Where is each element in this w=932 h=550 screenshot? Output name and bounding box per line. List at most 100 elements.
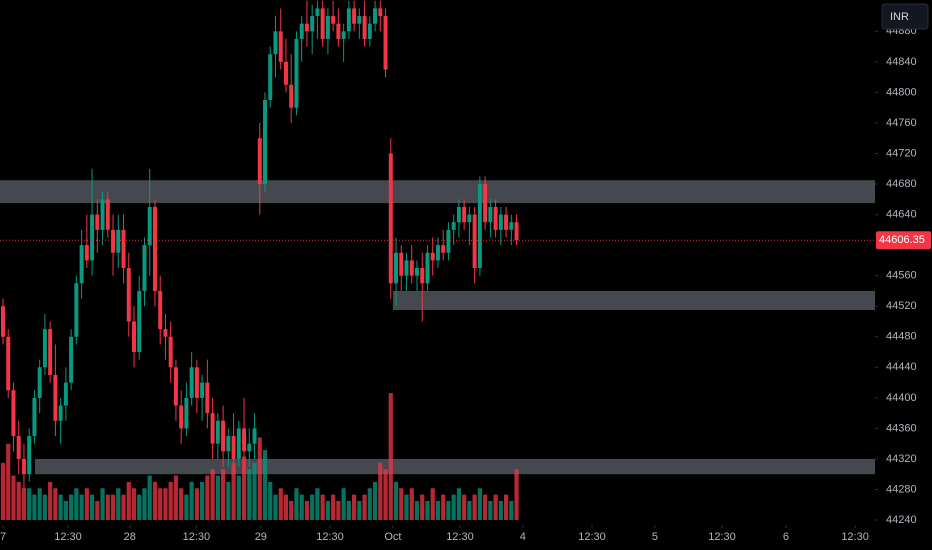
- volume-bar: [200, 481, 205, 520]
- x-tick-label: 12:30: [316, 531, 344, 543]
- candle-body: [11, 390, 16, 437]
- candle-body: [441, 245, 446, 253]
- volume-bar: [48, 481, 53, 520]
- candle-body: [320, 8, 325, 39]
- candle-body: [152, 206, 157, 291]
- y-tick-label: 44360: [886, 422, 917, 434]
- candle-body: [310, 16, 315, 32]
- volume-bar: [257, 437, 262, 520]
- volume-bar: [273, 494, 278, 520]
- x-tick-label: 12:30: [578, 531, 606, 543]
- volume-bar: [393, 481, 399, 520]
- candle-body: [493, 206, 498, 230]
- candle-body: [341, 31, 346, 39]
- candle-body: [27, 436, 32, 475]
- volume-bar: [362, 494, 367, 520]
- volume-bar: [346, 500, 351, 520]
- y-tick-label: 44400: [886, 392, 917, 404]
- y-tick-label: 44560: [886, 270, 917, 282]
- candle-body: [373, 8, 378, 24]
- candle-body: [205, 382, 210, 414]
- volume-bar: [383, 469, 388, 520]
- candle-body: [346, 8, 351, 32]
- candle-body: [189, 367, 194, 398]
- volume-bar: [320, 494, 325, 520]
- volume-bar: [100, 488, 105, 520]
- x-tick-label: 12:30: [446, 531, 474, 543]
- volume-bar: [289, 500, 294, 520]
- volume-bar: [32, 494, 37, 520]
- volume-bar: [498, 500, 503, 520]
- candle-body: [430, 252, 435, 261]
- candle-body: [509, 222, 514, 230]
- candle-body: [58, 405, 63, 421]
- y-tick-label: 44240: [886, 514, 917, 526]
- volume-bar: [58, 494, 63, 520]
- x-tick-label: 12:30: [708, 531, 736, 543]
- volume-bar: [241, 456, 247, 520]
- candle-body: [48, 329, 53, 375]
- y-tick-label: 44480: [886, 331, 917, 343]
- candle-body: [331, 16, 336, 24]
- candle-body: [325, 16, 330, 39]
- volume-bar: [341, 488, 346, 520]
- volume-bar: [493, 494, 498, 520]
- candle-body: [263, 100, 268, 185]
- volume-bar: [37, 488, 42, 520]
- candle-body: [409, 260, 414, 276]
- volume-bar: [131, 488, 137, 520]
- candle-body: [514, 222, 519, 241]
- candle-body: [84, 245, 89, 261]
- volume-bar: [268, 481, 273, 520]
- volume-bar: [388, 393, 393, 520]
- volume-bar: [16, 481, 21, 520]
- volume-bar: [278, 488, 283, 520]
- volume-bar: [357, 500, 362, 520]
- volume-bar: [0, 462, 6, 520]
- volume-bar: [205, 475, 210, 520]
- volume-bar: [378, 462, 383, 520]
- volume-bar: [189, 481, 194, 520]
- candle-body: [0, 306, 5, 337]
- candle-body: [488, 206, 493, 223]
- candle-body: [357, 16, 362, 24]
- last-price-label: 44606.35: [879, 234, 925, 246]
- volume-bar: [194, 488, 199, 520]
- volume-bar: [226, 481, 231, 520]
- candle-body: [90, 214, 95, 261]
- volume-bar: [514, 469, 519, 520]
- candle-body: [53, 374, 58, 421]
- candle-body: [231, 436, 236, 459]
- candle-body: [111, 229, 116, 253]
- x-tick-label: 7: [0, 531, 6, 543]
- candle-body: [352, 8, 357, 24]
- x-tick-label: Oct: [384, 531, 401, 543]
- currency-button[interactable]: [881, 3, 929, 30]
- volume-bar: [158, 488, 163, 520]
- volume-bar: [483, 494, 488, 520]
- candle-body: [105, 199, 110, 230]
- candle-body: [215, 420, 220, 444]
- volume-bar: [420, 494, 425, 520]
- zone: [0, 180, 875, 204]
- candle-body: [37, 367, 42, 398]
- volume-bar: [503, 494, 509, 520]
- candle-body: [42, 329, 47, 368]
- volume-bar: [294, 488, 299, 520]
- volume-bar: [236, 475, 241, 520]
- volume-bar: [137, 494, 142, 520]
- x-tick-label: 28: [124, 531, 136, 543]
- volume-bar: [210, 469, 215, 520]
- candle-body: [383, 16, 388, 70]
- y-tick-label: 44640: [886, 208, 917, 220]
- currency-label: INR: [890, 11, 909, 23]
- volume-bar: [116, 488, 121, 520]
- y-tick-label: 44720: [886, 147, 917, 159]
- volume-bar: [89, 494, 95, 520]
- volume-bar: [84, 488, 89, 520]
- x-tick-label: 12:30: [183, 531, 211, 543]
- volume-bar: [352, 494, 357, 520]
- axes: 44240 44280 44320 44360 44400 44440 44480 44520…: [0, 25, 931, 543]
- candle-body: [257, 138, 262, 185]
- candle-body: [477, 184, 482, 269]
